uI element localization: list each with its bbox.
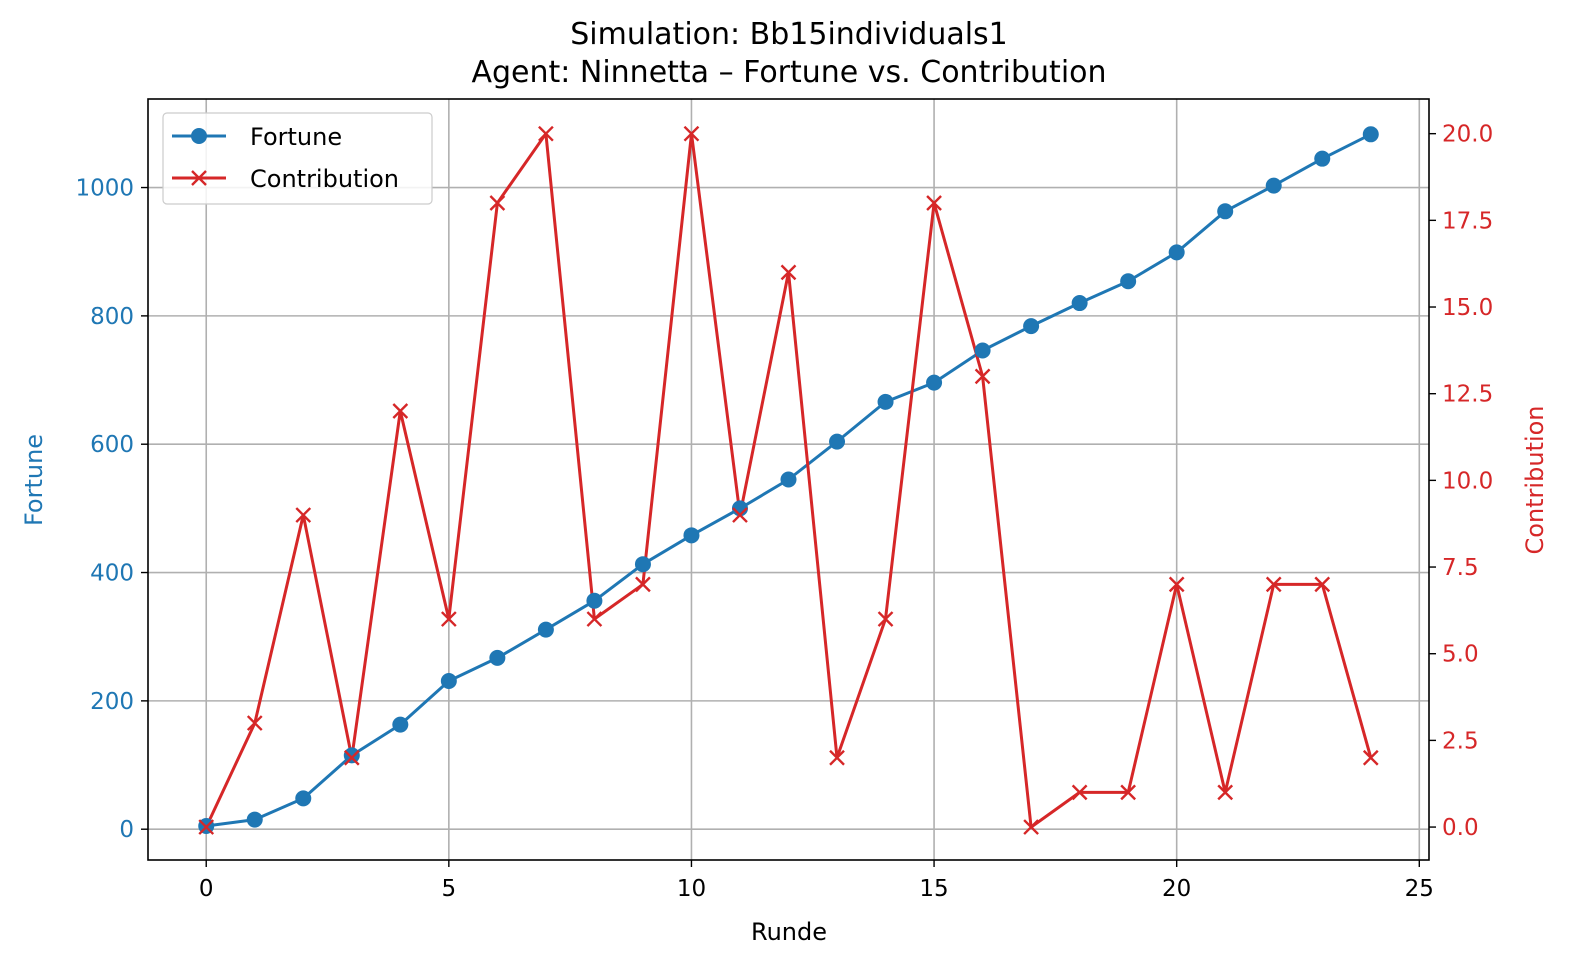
contribution-point [1168,576,1185,593]
y-right-tick-label: 2.5 [1442,728,1479,754]
fortune-point [343,747,360,764]
fortune-point [586,592,603,609]
contribution-point [732,507,748,523]
fortune-point [489,649,506,666]
contribution-point [829,749,845,766]
x-axis-ticks: 0 5 10 15 20 25 [199,860,1434,902]
legend-fortune-label: Fortune [250,123,342,151]
legend: Fortune Contribution [162,112,433,205]
contribution-point [926,195,942,211]
chart-title: Simulation: Bb15individuals1 [570,17,1008,52]
x-tick-label: 25 [1405,876,1434,902]
fortune-point [537,621,554,638]
x-tick-label: 10 [677,876,706,902]
y-right-tick-label: 12.5 [1442,382,1493,408]
y-right-tick-label: 10.0 [1442,468,1493,494]
contribution-point [440,611,457,627]
grid [148,99,1429,860]
contribution-point [1265,576,1282,593]
y-left-tick-label: 800 [90,304,134,330]
contribution-point [295,507,312,523]
contribution-point [343,749,360,766]
fortune-point [780,471,797,488]
y-left-tick-label: 600 [90,432,134,458]
fortune-point [1265,177,1282,194]
contribution-point [1362,749,1379,766]
contribution-point [246,715,263,731]
fortune-point [1168,244,1185,261]
fortune-point [392,716,409,733]
fortune-point [1023,318,1040,335]
contribution-point [635,576,651,593]
plot-frame [147,98,1430,861]
contribution-point [1314,576,1331,593]
y-left-tick-label: 200 [90,689,134,715]
x-tick-label: 20 [1162,876,1191,902]
fortune-point [829,433,846,450]
y-axis-right-label: Contribution [1521,405,1549,554]
legend-contribution-label: Contribution [250,165,399,193]
fortune-point [1362,126,1379,143]
y-left-tick-label: 0 [119,817,134,843]
fortune-point [1120,273,1137,290]
contribution-point [1071,784,1088,801]
fortune-point [440,672,457,689]
fortune-point [246,811,263,828]
fortune-point [683,527,700,544]
contribution-point [198,819,215,835]
y-left-tick-label: 1000 [75,176,134,202]
chart-subtitle: Agent: Ninnetta – Fortune vs. Contributi… [471,55,1106,90]
contribution-point [780,264,797,281]
fortune-point [1314,150,1331,167]
legend-fortune-marker [191,128,207,144]
y-right-tick-label: 20.0 [1442,122,1493,148]
contribution-point [538,125,554,142]
x-tick-label: 15 [919,876,948,902]
contribution-point [974,368,991,385]
y-right-tick-label: 15.0 [1442,295,1493,321]
fortune-point [634,556,651,573]
x-axis-label: Runde [751,918,827,946]
y-left-tick-label: 400 [90,561,134,587]
y-right-tick-label: 5.0 [1442,642,1479,668]
y-right-tick-label: 0.0 [1442,815,1479,841]
y-axis-right-ticks: 0.0 2.5 5.0 7.5 10.0 12.5 15.0 17.5 20.0 [1429,122,1493,841]
fortune-point [295,790,312,807]
contribution-point [489,195,506,211]
y-right-tick-label: 7.5 [1442,555,1479,581]
y-right-tick-label: 17.5 [1442,208,1493,234]
fortune-point [1217,203,1234,220]
legend-contribution-marker [191,170,207,186]
contribution-point [1120,784,1137,801]
y-axis-left-ticks: 0 200 400 600 800 1000 [75,176,148,843]
y-axis-left-label: Fortune [20,434,48,526]
contribution-point [1217,784,1234,801]
contribution-point [877,611,894,627]
fortune-point [926,374,943,391]
fortune-point [877,393,894,410]
x-tick-label: 0 [199,876,214,902]
contribution-point [586,611,603,627]
fortune-point [1071,295,1088,312]
series-markers [198,125,1379,835]
x-tick-label: 5 [442,876,457,902]
fortune-point [974,342,991,359]
legend-box [162,112,433,205]
contribution-point [683,125,700,142]
contribution-point [392,403,409,419]
contribution-point [1023,819,1039,835]
